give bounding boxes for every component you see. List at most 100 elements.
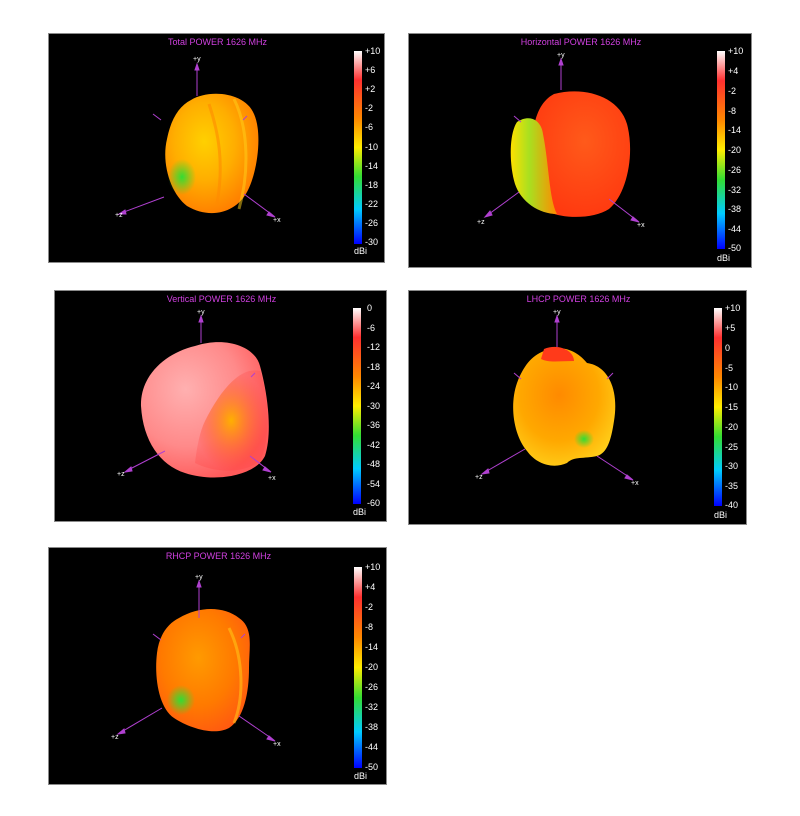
colorbar-tick: -14 xyxy=(365,161,379,171)
colorbar-unit: dBi xyxy=(717,253,731,263)
colorbar-tick: -12 xyxy=(367,342,381,352)
chart-panel-vertical: +y +z +x Vertical POWER 1626 MHz 0 -6 -1… xyxy=(54,290,387,522)
colorbar-tick: +10 xyxy=(365,46,381,56)
colorbar-tick: -14 xyxy=(365,642,379,652)
colorbar-tick: +5 xyxy=(725,323,736,333)
colorbar-tick: -22 xyxy=(365,199,379,209)
colorbar-tick: 0 xyxy=(367,303,373,313)
colorbar xyxy=(714,308,722,506)
colorbar-tick: -6 xyxy=(365,122,374,132)
axis-triad xyxy=(116,579,276,742)
axis-triad xyxy=(117,62,276,218)
chart-title: Total POWER 1626 MHz xyxy=(167,37,268,47)
axis-label-y: +y xyxy=(195,574,203,581)
chart-title: LHCP POWER 1626 MHz xyxy=(526,294,631,304)
chart-panel-lhcp: +y +z +x LHCP POWER 1626 MHz +10 +5 0 -5… xyxy=(408,290,747,525)
colorbar-tick: +6 xyxy=(365,65,376,75)
pattern-plot-rhcp: +y +z +x xyxy=(111,574,281,748)
colorbar-unit: dBi xyxy=(714,510,728,520)
colorbar-tick: -30 xyxy=(365,237,379,247)
axis-label-x: +x xyxy=(268,475,276,482)
colorbar-tick: -24 xyxy=(367,381,381,391)
chart-title: Vertical POWER 1626 MHz xyxy=(166,294,277,304)
colorbar-tick: -26 xyxy=(365,218,379,228)
axis-label-z: +z xyxy=(117,471,125,478)
colorbar-unit: dBi xyxy=(354,771,368,781)
axis-label-x: +x xyxy=(637,222,645,229)
colorbar-tick: -20 xyxy=(365,662,379,672)
chart-panel-total: +y +z +x Total POWER 1626 MHz +10 +6 +2 … xyxy=(48,33,385,263)
axis-triad xyxy=(123,314,272,473)
pattern-plot-lhcp: +y +z +x xyxy=(475,309,639,487)
axis-triad xyxy=(480,314,634,481)
pattern-plot-total: +y +z +x xyxy=(115,56,281,224)
axis-label-x: +x xyxy=(273,741,281,748)
chart-title: Horizontal POWER 1626 MHz xyxy=(520,37,642,47)
colorbar-tick: -40 xyxy=(725,500,739,510)
colorbar-tick: +10 xyxy=(365,562,381,572)
axis-label-y: +y xyxy=(197,309,205,316)
colorbar xyxy=(717,51,725,249)
colorbar-tick: -36 xyxy=(367,420,381,430)
colorbar-tick: -50 xyxy=(365,762,379,772)
colorbar-tick: -38 xyxy=(365,722,379,732)
colorbar-tick: -54 xyxy=(367,479,381,489)
colorbar-tick: -44 xyxy=(365,742,379,752)
colorbar-tick: +10 xyxy=(728,46,744,56)
colorbar-tick: -30 xyxy=(725,461,739,471)
chart-panel-rhcp: +y +z +x RHCP POWER 1626 MHz +10 +4 -2 -… xyxy=(48,547,387,785)
colorbar-tick: -60 xyxy=(367,498,381,508)
colorbar-tick: -35 xyxy=(725,481,739,491)
axis-label-z: +z xyxy=(115,212,123,219)
colorbar-tick: +4 xyxy=(728,66,739,76)
colorbar-tick: -10 xyxy=(365,142,379,152)
colorbar xyxy=(353,308,361,504)
colorbar-tick: -38 xyxy=(728,204,742,214)
axis-label-z: +z xyxy=(475,474,483,481)
axis-label-z: +z xyxy=(111,734,119,741)
axis-label-y: +y xyxy=(557,52,565,59)
colorbar-tick: -20 xyxy=(725,422,739,432)
colorbar-tick: -44 xyxy=(728,224,742,234)
colorbar-tick: -2 xyxy=(365,103,374,113)
colorbar-tick: +4 xyxy=(365,582,376,592)
chart-panel-horizontal: +y +z +x Horizontal POWER 1626 MHz +10 +… xyxy=(408,33,752,268)
colorbar-tick: -20 xyxy=(728,145,742,155)
colorbar-tick: -25 xyxy=(725,442,739,452)
colorbar-tick: -32 xyxy=(728,185,742,195)
colorbar-tick: -5 xyxy=(725,363,734,373)
colorbar-tick: 0 xyxy=(725,343,731,353)
colorbar-tick: +2 xyxy=(365,84,376,94)
colorbar-tick: -48 xyxy=(367,459,381,469)
colorbar-tick: -32 xyxy=(365,702,379,712)
colorbar-tick: -26 xyxy=(365,682,379,692)
axis-label-y: +y xyxy=(193,56,201,63)
colorbar-tick: -30 xyxy=(367,401,381,411)
colorbar xyxy=(354,567,362,768)
axis-label-z: +z xyxy=(477,219,485,226)
axis-label-y: +y xyxy=(553,309,561,316)
colorbar-tick: -2 xyxy=(365,602,374,612)
colorbar-tick: -26 xyxy=(728,165,742,175)
chart-title: RHCP POWER 1626 MHz xyxy=(165,551,272,561)
colorbar-unit: dBi xyxy=(354,246,368,256)
colorbar-tick: -15 xyxy=(725,402,739,412)
pattern-plot-vertical: +y +z +x xyxy=(117,309,276,482)
colorbar-tick: -42 xyxy=(367,440,381,450)
colorbar xyxy=(354,51,362,244)
colorbar-tick: -14 xyxy=(728,125,742,135)
colorbar-tick: +10 xyxy=(725,303,741,313)
colorbar-tick: -10 xyxy=(725,382,739,392)
axis-label-x: +x xyxy=(273,217,281,224)
colorbar-tick: -50 xyxy=(728,243,742,253)
pattern-plot-horizontal: +y +z +x xyxy=(477,52,645,229)
colorbar-tick: -2 xyxy=(728,86,737,96)
colorbar-tick: -18 xyxy=(367,362,381,372)
colorbar-unit: dBi xyxy=(353,507,367,517)
colorbar-tick: -18 xyxy=(365,180,379,190)
axis-triad xyxy=(483,57,640,223)
colorbar-tick: -8 xyxy=(365,622,374,632)
colorbar-tick: -6 xyxy=(367,323,376,333)
axis-label-x: +x xyxy=(631,480,639,487)
colorbar-tick: -8 xyxy=(728,106,737,116)
